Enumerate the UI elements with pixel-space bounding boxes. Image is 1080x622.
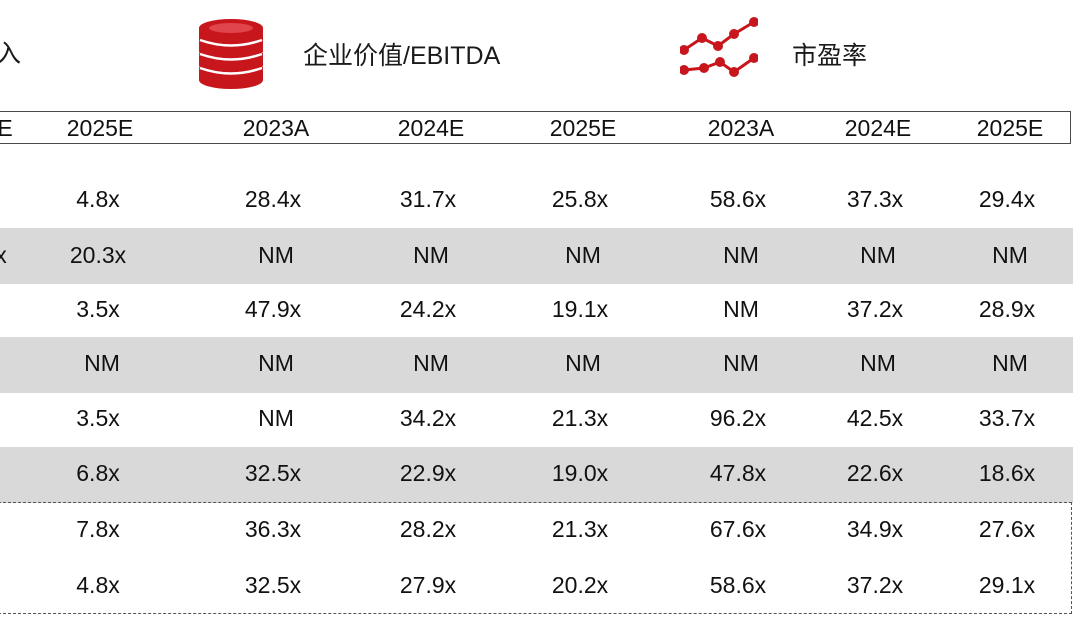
row-band [0,228,1073,284]
table-cell: 25.8x [551,186,609,212]
table-cell: 28.2x [399,516,457,542]
summary-dashed-box [0,502,1072,614]
table-cell: 58.6x [709,186,767,212]
header-col1-partial-title: 入 [0,40,22,68]
line-chart-icon [680,17,758,77]
table-cell: 31.7x [399,186,457,212]
table-cell: NM [258,242,294,268]
table-cell: NM [84,350,120,376]
table-cell: NM [565,242,601,268]
table-cell: 37.2x [846,572,904,598]
table-cell: NM [258,405,294,431]
table-cell: 21.3x [551,405,609,431]
year-header-cell: E [0,115,13,141]
year-header-cell: 2024E [397,115,465,141]
table-cell: NM [992,242,1028,268]
table-cell: 28.9x [978,296,1036,322]
coins-stack-icon [199,19,263,89]
row-band [0,337,1073,393]
table-cell: NM [723,242,759,268]
header-ev-ebitda-title: 企业价值/EBITDA [303,42,501,70]
year-header-box [0,111,1071,144]
table-cell: NM [258,350,294,376]
table-cell: 3.5x [76,296,120,322]
table-cell: 19.0x [551,460,609,486]
table-cell: 6.8x [76,460,120,486]
table-cell: 28.4x [244,186,302,212]
table-cell: 58.6x [709,572,767,598]
table-cell: 20.2x [551,572,609,598]
table-cell: NM [723,350,759,376]
table-cell: 37.3x [846,186,904,212]
table-cell: 18.6x [978,460,1036,486]
table-cell: NM [723,296,759,322]
table-cell: 7.8x [76,516,120,542]
table-cell: 47.8x [709,460,767,486]
table-cell: NM [860,350,896,376]
table-cell: 29.1x [978,572,1036,598]
year-header-cell: 2024E [844,115,912,141]
table-cell: 22.6x [846,460,904,486]
table-cell: 3.5x [76,405,120,431]
table-cell: 67.6x [709,516,767,542]
year-header-cell: 2025E [549,115,617,141]
table-cell: 32.5x [244,460,302,486]
table-cell: NM [992,350,1028,376]
table-cell: 20.3x [69,242,127,268]
table-cell: 36.3x [244,516,302,542]
table-cell: 21.3x [551,516,609,542]
table-cell: 47.9x [244,296,302,322]
table-cell: 22.9x [399,460,457,486]
table-cell: 4.8x [76,186,120,212]
row-band [0,447,1073,503]
table-cell-partial: x [0,242,7,268]
table-cell: 4.8x [76,572,120,598]
table-cell: NM [565,350,601,376]
table-cell: 37.2x [846,296,904,322]
year-header-cell: 2023A [707,115,775,141]
table-cell: 27.9x [399,572,457,598]
table-cell: 32.5x [244,572,302,598]
table-cell: 34.9x [846,516,904,542]
table-cell: 24.2x [399,296,457,322]
table-cell: NM [413,350,449,376]
year-header-cell: 2025E [976,115,1044,141]
table-cell: NM [860,242,896,268]
table-cell: 34.2x [399,405,457,431]
year-header-cell: 2025E [66,115,134,141]
table-cell: 27.6x [978,516,1036,542]
table-cell: 42.5x [846,405,904,431]
table-cell: 19.1x [551,296,609,322]
table-cell: 96.2x [709,405,767,431]
year-header-cell: 2023A [242,115,310,141]
table-cell: 33.7x [978,405,1036,431]
header-pe-title: 市盈率 [792,42,868,70]
table-cell: NM [413,242,449,268]
table-cell: 29.4x [978,186,1036,212]
